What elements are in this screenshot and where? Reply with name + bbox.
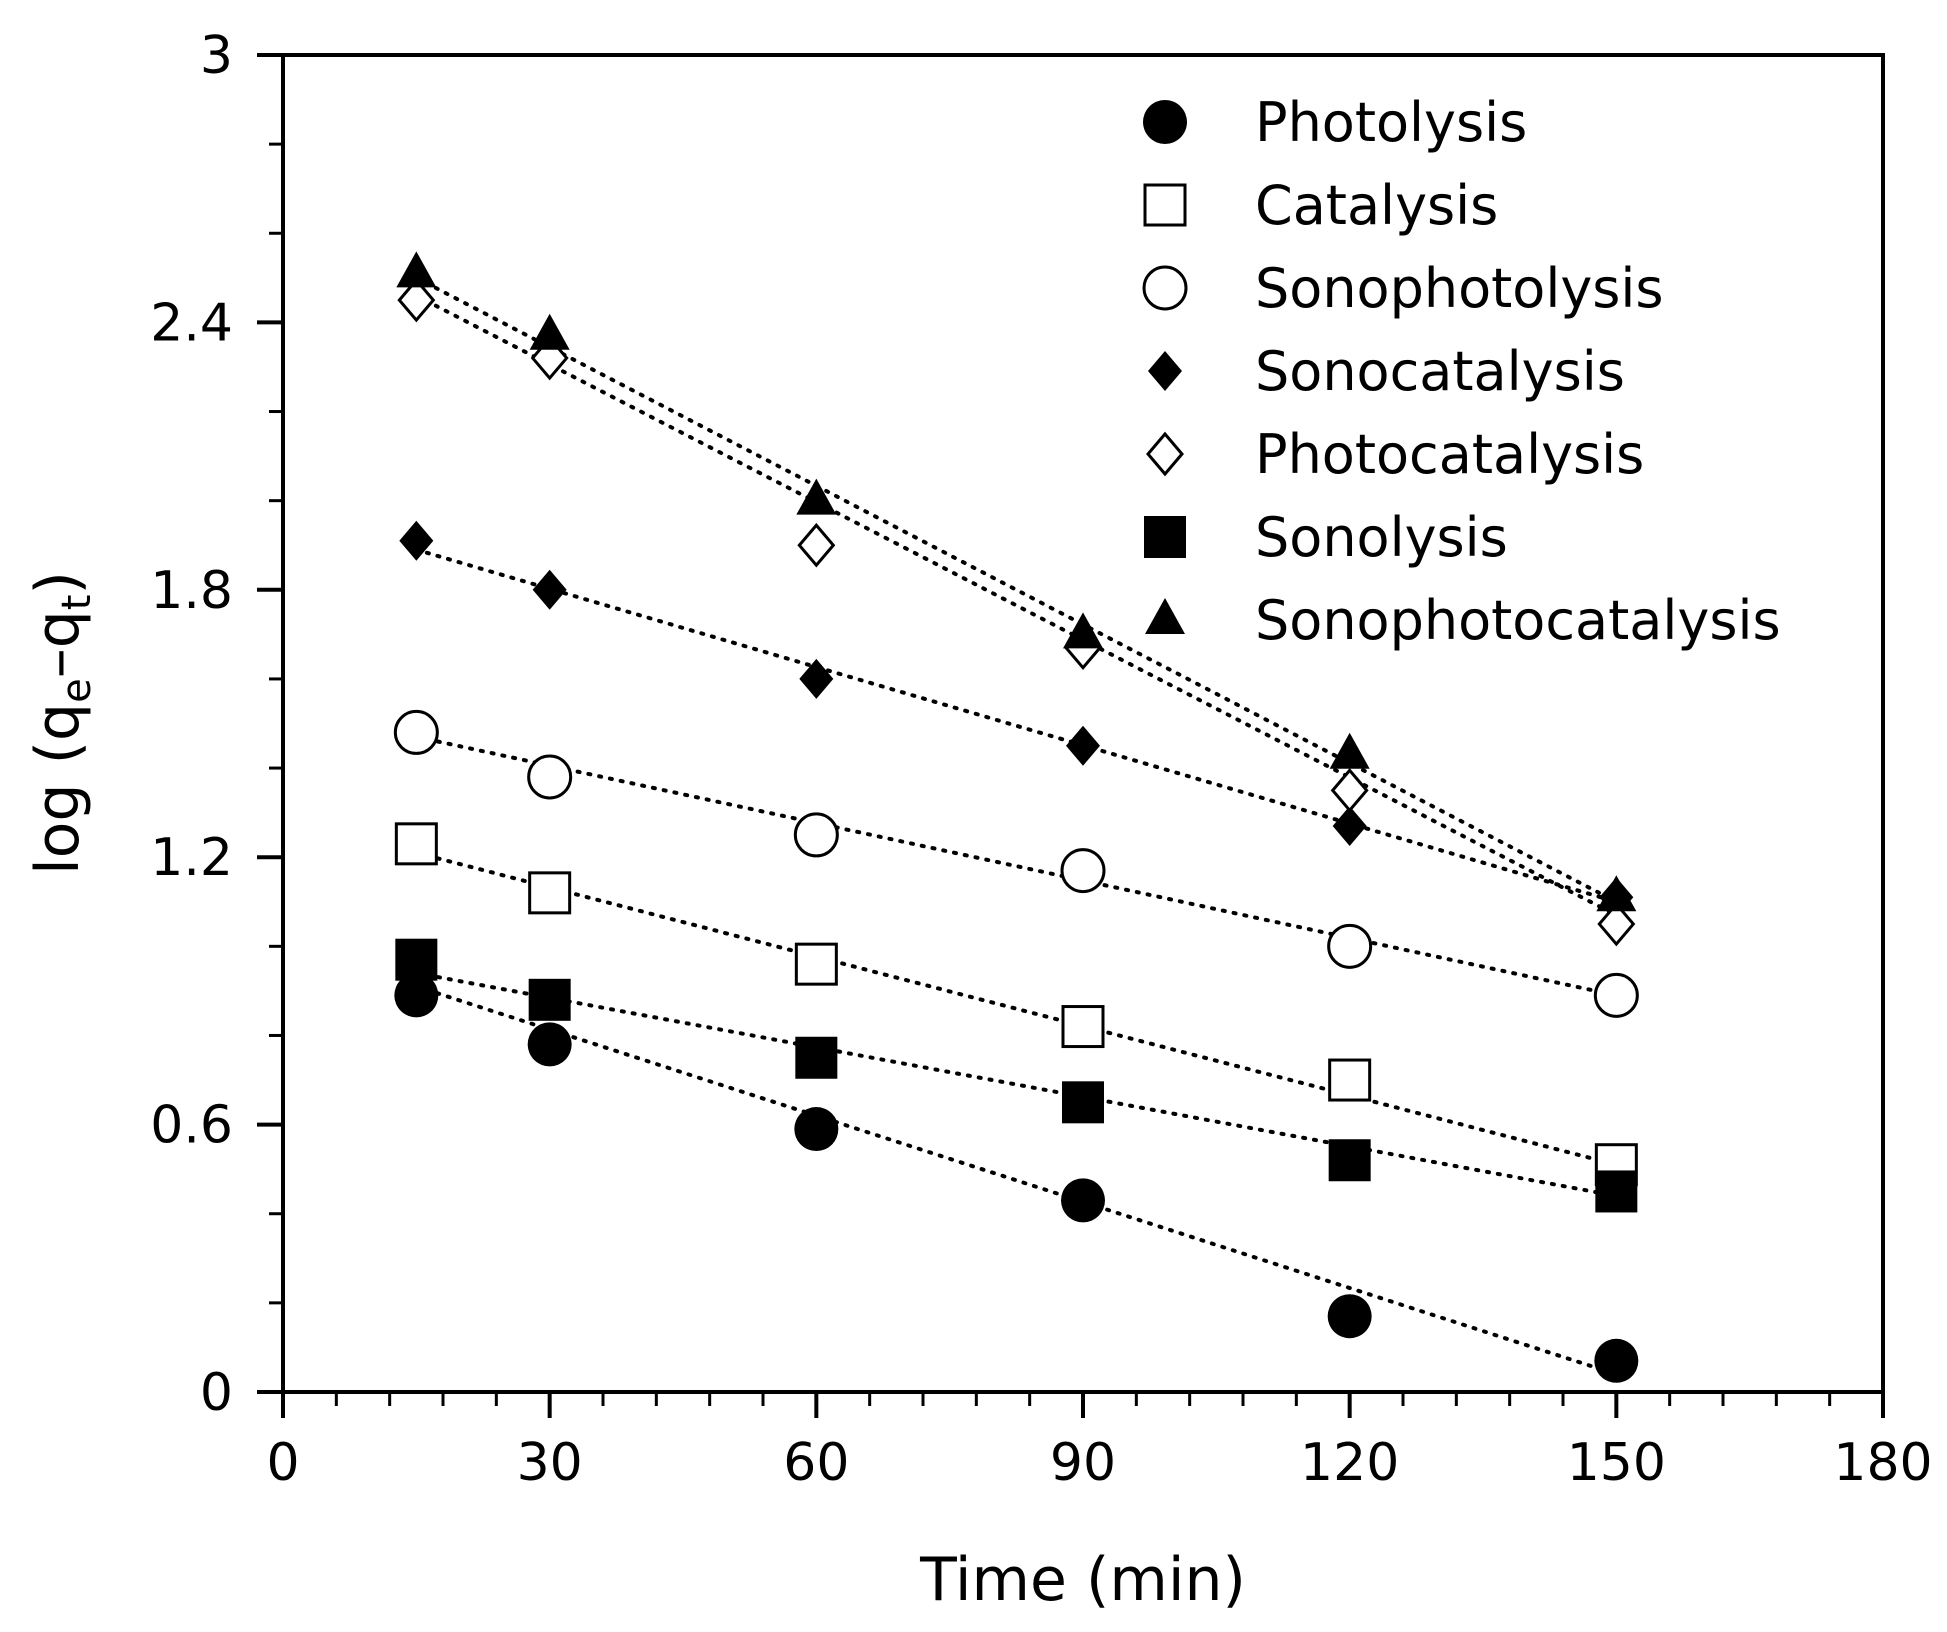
trend-line-photocatalysis bbox=[414, 293, 1619, 918]
data-point-sonophotocatalysis bbox=[396, 251, 437, 288]
data-point-catalysis bbox=[528, 871, 572, 915]
legend-label: Sonocatalysis bbox=[1255, 340, 1625, 403]
legend-item-catalysis: Catalysis bbox=[1143, 174, 1498, 237]
x-tick-label: 90 bbox=[1050, 1433, 1116, 1493]
data-point-catalysis bbox=[394, 822, 438, 866]
trend-line-sonolysis bbox=[414, 971, 1619, 1198]
legend-label: Sonophotolysis bbox=[1255, 257, 1664, 320]
x-tick-label: 60 bbox=[783, 1433, 849, 1493]
x-axis-title: Time (min) bbox=[919, 1545, 1246, 1615]
data-point-photocatalysis bbox=[797, 522, 836, 568]
legend-label: Photolysis bbox=[1255, 91, 1527, 154]
legend-item-photolysis: Photolysis bbox=[1143, 91, 1527, 154]
data-point-photolysis bbox=[1061, 1178, 1105, 1223]
data-point-catalysis bbox=[1328, 1058, 1372, 1102]
data-point-sonophotocatalysis bbox=[796, 478, 837, 515]
data-point-sonophotocatalysis bbox=[1329, 732, 1370, 769]
series-photolysis bbox=[394, 973, 1639, 1383]
legend-marker-sonolysis bbox=[1144, 516, 1186, 558]
y-axis-title: log (qe–qt) bbox=[23, 571, 100, 875]
data-point-sonolysis bbox=[1328, 1139, 1371, 1182]
data-point-sonolysis bbox=[1062, 1081, 1104, 1124]
x-tick-label: 30 bbox=[517, 1433, 583, 1493]
data-point-sonolysis bbox=[1595, 1170, 1638, 1213]
data-point-sonophotolysis bbox=[527, 754, 573, 800]
series-sonolysis bbox=[395, 938, 1638, 1213]
legend-item-sonophotocatalysis: Sonophotocatalysis bbox=[1145, 589, 1781, 652]
y-tick-label: 1.2 bbox=[150, 828, 233, 888]
series-sonocatalysis bbox=[399, 520, 1634, 918]
data-point-catalysis bbox=[1061, 1005, 1105, 1049]
legend-marker-sonocatalysis bbox=[1148, 351, 1182, 391]
data-point-photolysis bbox=[1327, 1294, 1372, 1339]
data-point-photocatalysis bbox=[1330, 768, 1369, 813]
data-point-photolysis bbox=[527, 1022, 572, 1067]
legend-marker-catalysis bbox=[1143, 183, 1187, 227]
data-point-photocatalysis bbox=[397, 277, 436, 323]
y-axis-title-part: –q bbox=[23, 610, 93, 678]
legend-label: Sonophotocatalysis bbox=[1255, 589, 1781, 652]
y-tick-label: 2.4 bbox=[150, 293, 233, 353]
legend-item-sonocatalysis: Sonocatalysis bbox=[1148, 340, 1625, 403]
data-point-sonocatalysis bbox=[399, 520, 434, 561]
data-point-sonophotolysis bbox=[793, 812, 839, 858]
series-sonophotocatalysis bbox=[396, 251, 1637, 912]
y-axis-title-subscript-t: t bbox=[54, 595, 100, 611]
data-point-sonophotolysis bbox=[1060, 848, 1106, 894]
data-point-sonophotolysis bbox=[1327, 923, 1373, 969]
x-tick-label: 180 bbox=[1833, 1433, 1932, 1493]
trend-line-catalysis bbox=[414, 850, 1619, 1167]
trend-lines bbox=[414, 275, 1619, 1377]
data-point-sonocatalysis bbox=[799, 658, 834, 699]
data-point-sonocatalysis bbox=[1332, 806, 1367, 847]
legend: Photolysis Catalysis Sonophotolysis Sonocat… bbox=[1142, 91, 1781, 652]
data-point-sonocatalysis bbox=[532, 569, 567, 610]
data-point-sonolysis bbox=[795, 1036, 838, 1079]
legend-label: Catalysis bbox=[1255, 174, 1498, 237]
legend-item-sonolysis: Sonolysis bbox=[1144, 506, 1508, 569]
trend-line-sonocatalysis bbox=[414, 547, 1619, 904]
data-point-catalysis bbox=[794, 942, 838, 986]
x-tick-label: 0 bbox=[266, 1433, 299, 1493]
data-point-sonophotocatalysis bbox=[1596, 875, 1637, 912]
data-point-photolysis bbox=[794, 1107, 839, 1152]
data-point-sonophotolysis bbox=[393, 709, 439, 755]
data-point-sonophotocatalysis bbox=[1063, 612, 1103, 649]
x-tick-label: 150 bbox=[1567, 1433, 1666, 1493]
x-tick-label: 120 bbox=[1300, 1433, 1399, 1493]
data-markers bbox=[393, 251, 1639, 1383]
trend-line-photolysis bbox=[414, 984, 1619, 1377]
y-axis-title-part: log (q bbox=[23, 703, 93, 875]
trend-line-sonophotolysis bbox=[414, 734, 1619, 998]
data-point-photocatalysis bbox=[1597, 901, 1636, 947]
series-catalysis bbox=[394, 822, 1638, 1187]
legend-label: Photocatalysis bbox=[1255, 423, 1644, 486]
legend-item-sonophotolysis: Sonophotolysis bbox=[1142, 257, 1664, 320]
y-tick-label: 1.8 bbox=[150, 561, 233, 621]
data-point-sonolysis bbox=[528, 978, 571, 1021]
data-point-sonolysis bbox=[395, 938, 438, 981]
y-tick-labels: 0 0.6 1.2 1.8 2.4 3 bbox=[150, 26, 233, 1423]
legend-marker-photocatalysis bbox=[1146, 431, 1184, 477]
data-point-photolysis bbox=[1594, 1338, 1639, 1383]
legend-marker-sonophotolysis bbox=[1142, 265, 1188, 311]
data-point-sonophotocatalysis bbox=[529, 313, 570, 350]
y-tick-label: 0.6 bbox=[150, 1096, 233, 1156]
y-tick-label: 0 bbox=[200, 1363, 233, 1423]
legend-label: Sonolysis bbox=[1255, 506, 1508, 569]
x-tick-labels: 0 30 60 90 120 150 180 bbox=[266, 1433, 1932, 1493]
data-point-sonocatalysis bbox=[1066, 725, 1100, 766]
legend-item-photocatalysis: Photocatalysis bbox=[1146, 423, 1644, 486]
data-point-sonophotolysis bbox=[1593, 972, 1639, 1018]
y-axis-title-part: ) bbox=[23, 571, 93, 594]
axes bbox=[257, 53, 1885, 1418]
y-axis-title-subscript-e: e bbox=[54, 678, 100, 703]
y-tick-label: 3 bbox=[200, 26, 233, 86]
series-sonophotolysis bbox=[393, 709, 1639, 1018]
legend-marker-photolysis bbox=[1143, 100, 1187, 144]
legend-marker-sonophotocatalysis bbox=[1145, 598, 1185, 634]
data-point-photolysis bbox=[394, 973, 439, 1018]
